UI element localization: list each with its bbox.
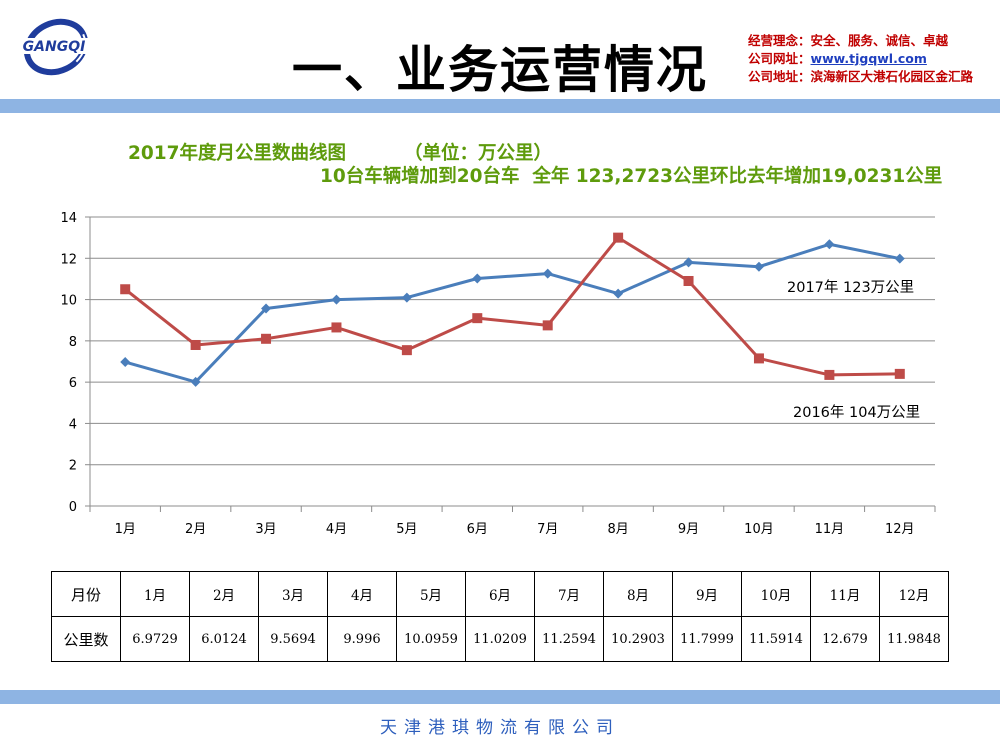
table-cell-value: 11.9848 <box>879 616 949 662</box>
x-tick-label: 5月 <box>396 522 417 537</box>
data-point-2016 <box>753 353 764 364</box>
data-point-2017 <box>683 257 694 268</box>
chart-subtitle: 10台车辆增加到20台车 全年 123,2723公里环比去年增加19,0231公… <box>320 166 943 187</box>
data-point-2017 <box>261 303 272 314</box>
data-point-2016 <box>542 320 553 331</box>
data-point-2017 <box>613 288 624 299</box>
data-point-2016 <box>261 333 272 344</box>
y-tick-label: 2 <box>69 459 77 474</box>
data-point-2016 <box>613 232 624 243</box>
x-tick-label: 12月 <box>885 522 915 537</box>
series-annotation-2016: 2016年 104万公里 <box>793 404 920 421</box>
x-tick-label: 2月 <box>185 522 206 537</box>
page-title: 一、业务运营情况 <box>292 41 708 99</box>
table-cell-value: 11.5914 <box>741 616 811 662</box>
header-divider-band <box>0 99 1000 113</box>
x-tick-label: 11月 <box>815 522 845 537</box>
data-point-2017 <box>824 239 835 250</box>
data-point-2016 <box>472 313 483 324</box>
x-tick-label: 8月 <box>607 522 628 537</box>
table-header-km: 公里数 <box>51 616 121 662</box>
data-point-2016 <box>401 345 412 356</box>
data-point-2016 <box>894 368 905 379</box>
data-point-2017 <box>331 294 342 305</box>
data-point-2017 <box>472 273 483 284</box>
x-tick-label: 6月 <box>467 522 488 537</box>
series-line-2016 <box>124 236 900 377</box>
data-point-2017 <box>753 261 764 272</box>
x-tick-label: 7月 <box>537 522 558 537</box>
table-cell-month: 4月 <box>327 571 397 617</box>
data-point-2016 <box>331 322 342 333</box>
y-tick-label: 14 <box>60 211 77 226</box>
data-point-2016 <box>683 275 694 286</box>
y-tick-label: 4 <box>69 417 77 432</box>
data-point-2017 <box>401 292 412 303</box>
table-cell-value: 11.7999 <box>672 616 742 662</box>
company-logo: GANGQI <box>6 18 102 76</box>
table-cell-month: 3月 <box>258 571 328 617</box>
chart-title: 2017年度月公里数曲线图 （单位：万公里） <box>128 143 552 164</box>
table-cell-month: 5月 <box>396 571 466 617</box>
table-cell-month: 12月 <box>879 571 949 617</box>
table-header-month: 月份 <box>51 571 121 617</box>
table-cell-value: 9.5694 <box>258 616 328 662</box>
table-cell-value: 10.2903 <box>603 616 673 662</box>
data-point-2016 <box>190 339 201 350</box>
series-line-2017 <box>124 242 901 384</box>
table-cell-month: 9月 <box>672 571 742 617</box>
data-point-2017 <box>120 357 131 368</box>
data-point-2016 <box>824 369 835 380</box>
line-chart: 0 2 4 6 8 10 12 14 1月 2月 3月 4月 5月 6月 7月 8月 9月 10月 11月 12月 20… <box>60 211 936 537</box>
table-cell-month: 8月 <box>603 571 673 617</box>
table-cell-value: 10.0959 <box>396 616 466 662</box>
table-cell-value: 6.9729 <box>120 616 190 662</box>
table-row-values: 公里数 6.9729 6.0124 9.5694 9.996 10.0959 11.020… <box>51 616 949 662</box>
info-label-address: 公司地址： <box>748 69 811 84</box>
footer-divider-band <box>0 690 1000 704</box>
logo-text: GANGQI <box>23 39 86 55</box>
data-point-2017 <box>190 376 201 387</box>
info-label-philosophy: 经营理念： <box>748 33 811 48</box>
y-tick-label: 10 <box>60 294 77 309</box>
x-tick-label: 4月 <box>326 522 347 537</box>
footer-company-name: 天津港琪物流有限公司 <box>380 718 620 738</box>
x-tick-label: 3月 <box>255 522 276 537</box>
info-value-philosophy: 安全、服务、诚信、卓越 <box>810 33 949 48</box>
info-label-website: 公司网址： <box>748 51 811 66</box>
data-point-2016 <box>120 284 131 295</box>
table-cell-month: 2月 <box>189 571 259 617</box>
table-cell-value: 12.679 <box>810 616 880 662</box>
data-table: 月份 1月 2月 3月 4月 5月 6月 7月 8月 9月 10月 11月 12月 公里数 6.972… <box>51 571 949 662</box>
table-cell-value: 6.0124 <box>189 616 259 662</box>
table-cell-value: 9.996 <box>327 616 397 662</box>
table-cell-month: 7月 <box>534 571 604 617</box>
table-cell-value: 11.2594 <box>534 616 604 662</box>
x-tick-label: 1月 <box>115 522 136 537</box>
table-cell-month: 10月 <box>741 571 811 617</box>
x-tick-label: 9月 <box>678 522 699 537</box>
table-cell-month: 6月 <box>465 571 535 617</box>
table-cell-value: 11.0209 <box>465 616 535 662</box>
data-point-2017 <box>894 253 905 264</box>
x-tick-label: 10月 <box>744 522 774 537</box>
table-cell-month: 11月 <box>810 571 880 617</box>
company-info: 经营理念：安全、服务、诚信、卓越 公司网址：www.tjgqwl.com 公司地… <box>748 32 973 86</box>
table-row-months: 月份 1月 2月 3月 4月 5月 6月 7月 8月 9月 10月 11月 12月 <box>51 571 949 617</box>
info-value-address: 滨海新区大港石化园区金汇路 <box>810 69 974 84</box>
y-tick-label: 12 <box>60 252 77 267</box>
y-tick-label: 6 <box>69 376 77 391</box>
website-link[interactable]: www.tjgqwl.com <box>810 51 927 66</box>
y-tick-label: 0 <box>69 500 77 515</box>
data-point-2017 <box>542 268 553 279</box>
y-tick-label: 8 <box>69 335 77 350</box>
series-annotation-2017: 2017年 123万公里 <box>787 279 914 296</box>
table-cell-month: 1月 <box>120 571 190 617</box>
